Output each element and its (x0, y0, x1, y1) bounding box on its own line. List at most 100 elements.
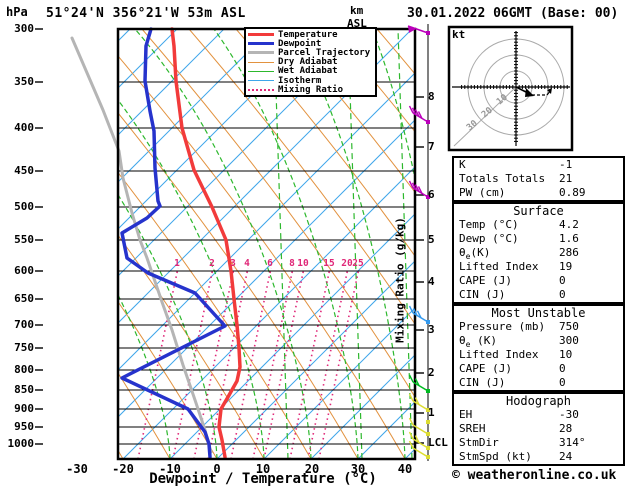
altitude-tick-label: 5 (428, 233, 435, 246)
copyright-footer: © weatheronline.co.uk (452, 468, 617, 483)
pressure-tick-label: 550 (14, 233, 34, 246)
pressure-tick-label: 750 (14, 341, 34, 354)
legend-label: Dry Adiabat (278, 57, 338, 68)
altitude-tick-label: 8 (428, 90, 435, 103)
mixing-ratio-tick-label: 6 (267, 258, 273, 269)
stats-panel-surface: Surface Temp (°C) 4.2 Dewp (°C) 1.6 θe(K) 286 L… (452, 202, 625, 304)
legend-label: Wet Adiabat (278, 66, 338, 77)
legend-item: Isotherm (248, 75, 373, 86)
x-axis-title: Dewpoint / Temperature (°C) (149, 471, 377, 486)
panel-row-value: 750 (559, 320, 579, 333)
panel-row: CAPE (J) 0 (454, 362, 623, 376)
panel-row-label: K (459, 158, 466, 171)
panel-row-value: 300 (559, 334, 579, 347)
panel-row-label: EH (459, 408, 473, 421)
panel-row: StmDir 314° (454, 436, 623, 450)
altitude-tick-label: 4 (428, 275, 435, 288)
altitude-tick-label: LCL (428, 436, 448, 449)
mixing-ratio-tick-label: 4 (244, 258, 250, 269)
panel-row-value: 4.2 (559, 218, 579, 231)
panel-row: CIN (J) 0 (454, 288, 623, 302)
pressure-gridlines (35, 28, 415, 445)
wind-barb-column (407, 24, 430, 461)
legend-item: Mixing Ratio (248, 84, 373, 95)
altitude-tick-label: 2 (428, 366, 435, 379)
panel-row-label: Lifted Index (459, 348, 539, 361)
panel-title: Surface (513, 204, 564, 218)
pressure-tick-label: 650 (14, 292, 34, 305)
panel-row-value: 1.6 (559, 232, 579, 245)
dewpoint-curve (120, 27, 227, 459)
hodograph (447, 25, 574, 152)
panel-row-label: CIN (J) (459, 288, 506, 301)
panel-row: Dewp (°C) 1.6 (454, 232, 623, 246)
panel-row-value: 19 (559, 260, 573, 273)
panel-row-label: CAPE (J) (459, 362, 512, 375)
panel-row: Pressure (mb) 750 (454, 320, 623, 334)
panel-row-label: CAPE (J) (459, 274, 512, 287)
mixing-ratio-tick-label: 8 (289, 258, 295, 269)
legend-label: Parcel Trajectory (278, 47, 371, 58)
panel-row: Lifted Index 10 (454, 348, 623, 362)
legend-item: Temperature (248, 30, 373, 40)
altitude-unit-asl-label: ASL (347, 17, 367, 30)
panel-row-label: CIN (J) (459, 376, 506, 389)
pressure-tick-label: 800 (14, 363, 34, 376)
temperature-tick-label: 0 (213, 462, 221, 476)
legend-label: Mixing Ratio (278, 84, 344, 95)
pressure-tick-label: 500 (14, 200, 34, 213)
legend-sample-solid (248, 70, 274, 72)
hodograph-unit-label: kt (452, 28, 466, 41)
panel-row-label: θe (K) (459, 334, 497, 350)
mixing-ratio-tick-label: 3 (230, 258, 236, 269)
legend-label: Isotherm (278, 75, 322, 86)
altitude-tick-label: 3 (428, 323, 435, 336)
legend-sample-solid (248, 80, 274, 82)
legend-sample-solid (248, 61, 274, 63)
pressure-tick-label: 850 (14, 383, 34, 396)
panel-row-value: 0 (559, 274, 566, 287)
temperature-tick-label: -30 (66, 462, 88, 476)
legend: Temperature Dewpoint Parcel Trajectory Dry … (244, 27, 377, 98)
legend-sample-dotted (248, 88, 274, 91)
legend-item: Dry Adiabat (248, 57, 373, 68)
panel-row-label: Pressure (mb) (459, 320, 546, 333)
mixing-ratio-tick-label: 1 (174, 258, 180, 269)
legend-item: Dewpoint (248, 38, 373, 49)
pressure-tick-label: 600 (14, 264, 34, 277)
pressure-tick-label: 1000 (7, 437, 35, 450)
panel-row: PW (cm) 0.89 (454, 186, 623, 200)
temperature-tick-label: 20 (304, 462, 320, 476)
panel-row-value: 10 (559, 348, 573, 361)
panel-row: θe(K) 286 (454, 246, 623, 262)
legend-sample-solid (248, 33, 274, 37)
panel-title: Hodograph (505, 394, 572, 408)
panel-row-label: Totals Totals (459, 172, 546, 185)
panel-row: SREH 28 (454, 422, 623, 436)
altitude-unit-km-label: km (350, 4, 364, 17)
panel-row: StmSpd (kt) 24 (454, 450, 623, 464)
legend-label: Dewpoint (278, 38, 322, 49)
panel-row-label: StmDir (459, 436, 499, 449)
panel-row-label: SREH (459, 422, 486, 435)
background-line-families (118, 29, 415, 459)
panel-row-value: -30 (559, 408, 579, 421)
altitude-tick-label: 6 (428, 188, 435, 201)
legend-item: Parcel Trajectory (248, 47, 373, 58)
panel-row: Lifted Index 19 (454, 260, 623, 274)
legend-item: Wet Adiabat (248, 66, 373, 77)
temperature-tick-label: 30 (350, 462, 366, 476)
panel-row-value: 286 (559, 246, 579, 259)
panel-row-label: StmSpd (kt) (459, 450, 532, 463)
panel-row-value: -1 (559, 158, 573, 171)
panel-row-value: 314° (559, 436, 586, 449)
panel-row: Totals Totals 21 (454, 172, 623, 186)
stats-panel-hodograph: Hodograph EH -30 SREH 28 StmDir 314° StmSpd (kt… (452, 392, 625, 466)
panel-row-label: Dewp (°C) (459, 232, 519, 245)
pressure-unit-label: hPa (6, 5, 28, 19)
panel-row-label: θe(K) (459, 246, 491, 262)
panel-row: Temp (°C) 4.2 (454, 218, 623, 232)
panel-row-label: Lifted Index (459, 260, 539, 273)
